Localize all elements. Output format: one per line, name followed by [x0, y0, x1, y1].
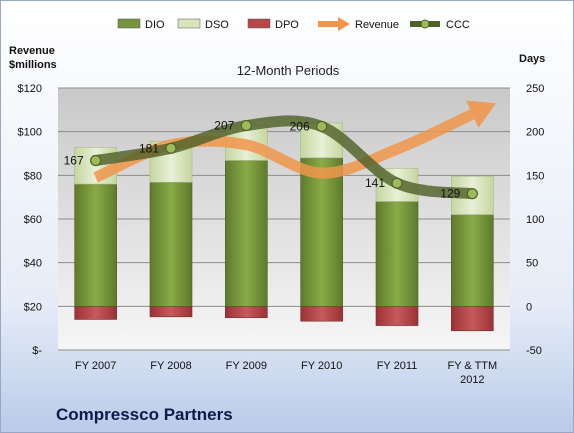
- left-tick-label: $60: [24, 214, 42, 226]
- ccc-marker: [165, 142, 177, 154]
- ccc-marker: [466, 188, 478, 200]
- axis-labels: $- $20 $40 $60 $80 $100 $120 -50 0 50 100 150 200 250…: [18, 83, 545, 386]
- ccc-line-path: [90, 115, 478, 200]
- legend-swatch-dpo: [247, 18, 271, 29]
- x-tick-label: FY 2011: [377, 360, 418, 372]
- ccc-data-label: 207: [214, 119, 234, 133]
- left-tick-label: $-: [32, 345, 42, 357]
- bars: [74, 122, 494, 332]
- left-tick-label: $120: [18, 83, 42, 95]
- legend-swatch-dio: [117, 18, 141, 29]
- ccc-data-label: 181: [139, 141, 159, 155]
- ccc-marker: [316, 120, 328, 133]
- legend-label: DIO: [145, 19, 165, 31]
- right-tick-label: 150: [526, 170, 544, 182]
- right-tick-label: 200: [526, 127, 544, 139]
- right-tick-label: -50: [526, 345, 542, 357]
- x-tick-label: FY 2008: [150, 360, 191, 372]
- legend-marker: [420, 19, 430, 29]
- legend-label: CCC: [446, 19, 470, 31]
- ccc-data-label: 141: [365, 176, 385, 190]
- legend: DIO DSO DPO Revenue CCC: [117, 17, 470, 31]
- x-tick-label: 2012: [460, 374, 484, 386]
- left-tick-label: $100: [18, 127, 42, 139]
- chart-title: 12-Month Periods: [237, 63, 340, 78]
- left-tick-label: $40: [24, 258, 42, 270]
- bar-dpo: [375, 306, 419, 326]
- left-axis-title-line2: $millions: [9, 59, 57, 71]
- company-name: Compressco Partners: [56, 405, 233, 424]
- bar-dpo: [451, 306, 494, 332]
- legend-label: DSO: [205, 19, 229, 31]
- bar-dio: [375, 201, 419, 307]
- ccc-marker: [90, 154, 102, 167]
- bar-dpo: [300, 306, 343, 322]
- bar-dio: [149, 182, 193, 307]
- bar-dpo: [149, 306, 193, 318]
- bar-dio: [74, 183, 117, 307]
- ccc-data-label: 129: [440, 187, 460, 201]
- bar-dio: [300, 157, 343, 307]
- right-tick-label: 50: [526, 258, 538, 270]
- x-tick-label: FY 2009: [226, 360, 267, 372]
- legend-arrowhead: [338, 17, 350, 31]
- left-tick-label: $20: [24, 301, 42, 313]
- right-tick-label: 250: [526, 83, 544, 95]
- bar-dpo: [225, 306, 268, 318]
- ccc-marker: [240, 119, 252, 132]
- right-axis-title: Days: [519, 53, 545, 65]
- bar-dio: [225, 160, 268, 307]
- left-axis-title-line1: Revenue: [9, 45, 55, 57]
- x-tick-label: FY & TTM: [447, 360, 497, 372]
- ccc-marker: [391, 177, 403, 189]
- legend-label: Revenue: [355, 19, 399, 31]
- right-tick-label: 100: [526, 214, 544, 226]
- bar-dpo: [74, 306, 117, 320]
- legend-label: DPO: [275, 19, 299, 31]
- left-tick-label: $80: [24, 170, 42, 182]
- ccc-data-label: 167: [64, 153, 84, 167]
- bar-dio: [451, 214, 494, 307]
- revenue-arrowhead: [466, 100, 496, 128]
- ccc-data-label: 206: [290, 119, 310, 133]
- x-tick-label: FY 2010: [301, 360, 342, 372]
- x-tick-label: FY 2007: [75, 360, 116, 372]
- ccc-line: 167 181 207 206 141 129: [64, 115, 478, 201]
- right-tick-label: 0: [526, 301, 532, 313]
- legend-swatch-dso: [177, 18, 201, 29]
